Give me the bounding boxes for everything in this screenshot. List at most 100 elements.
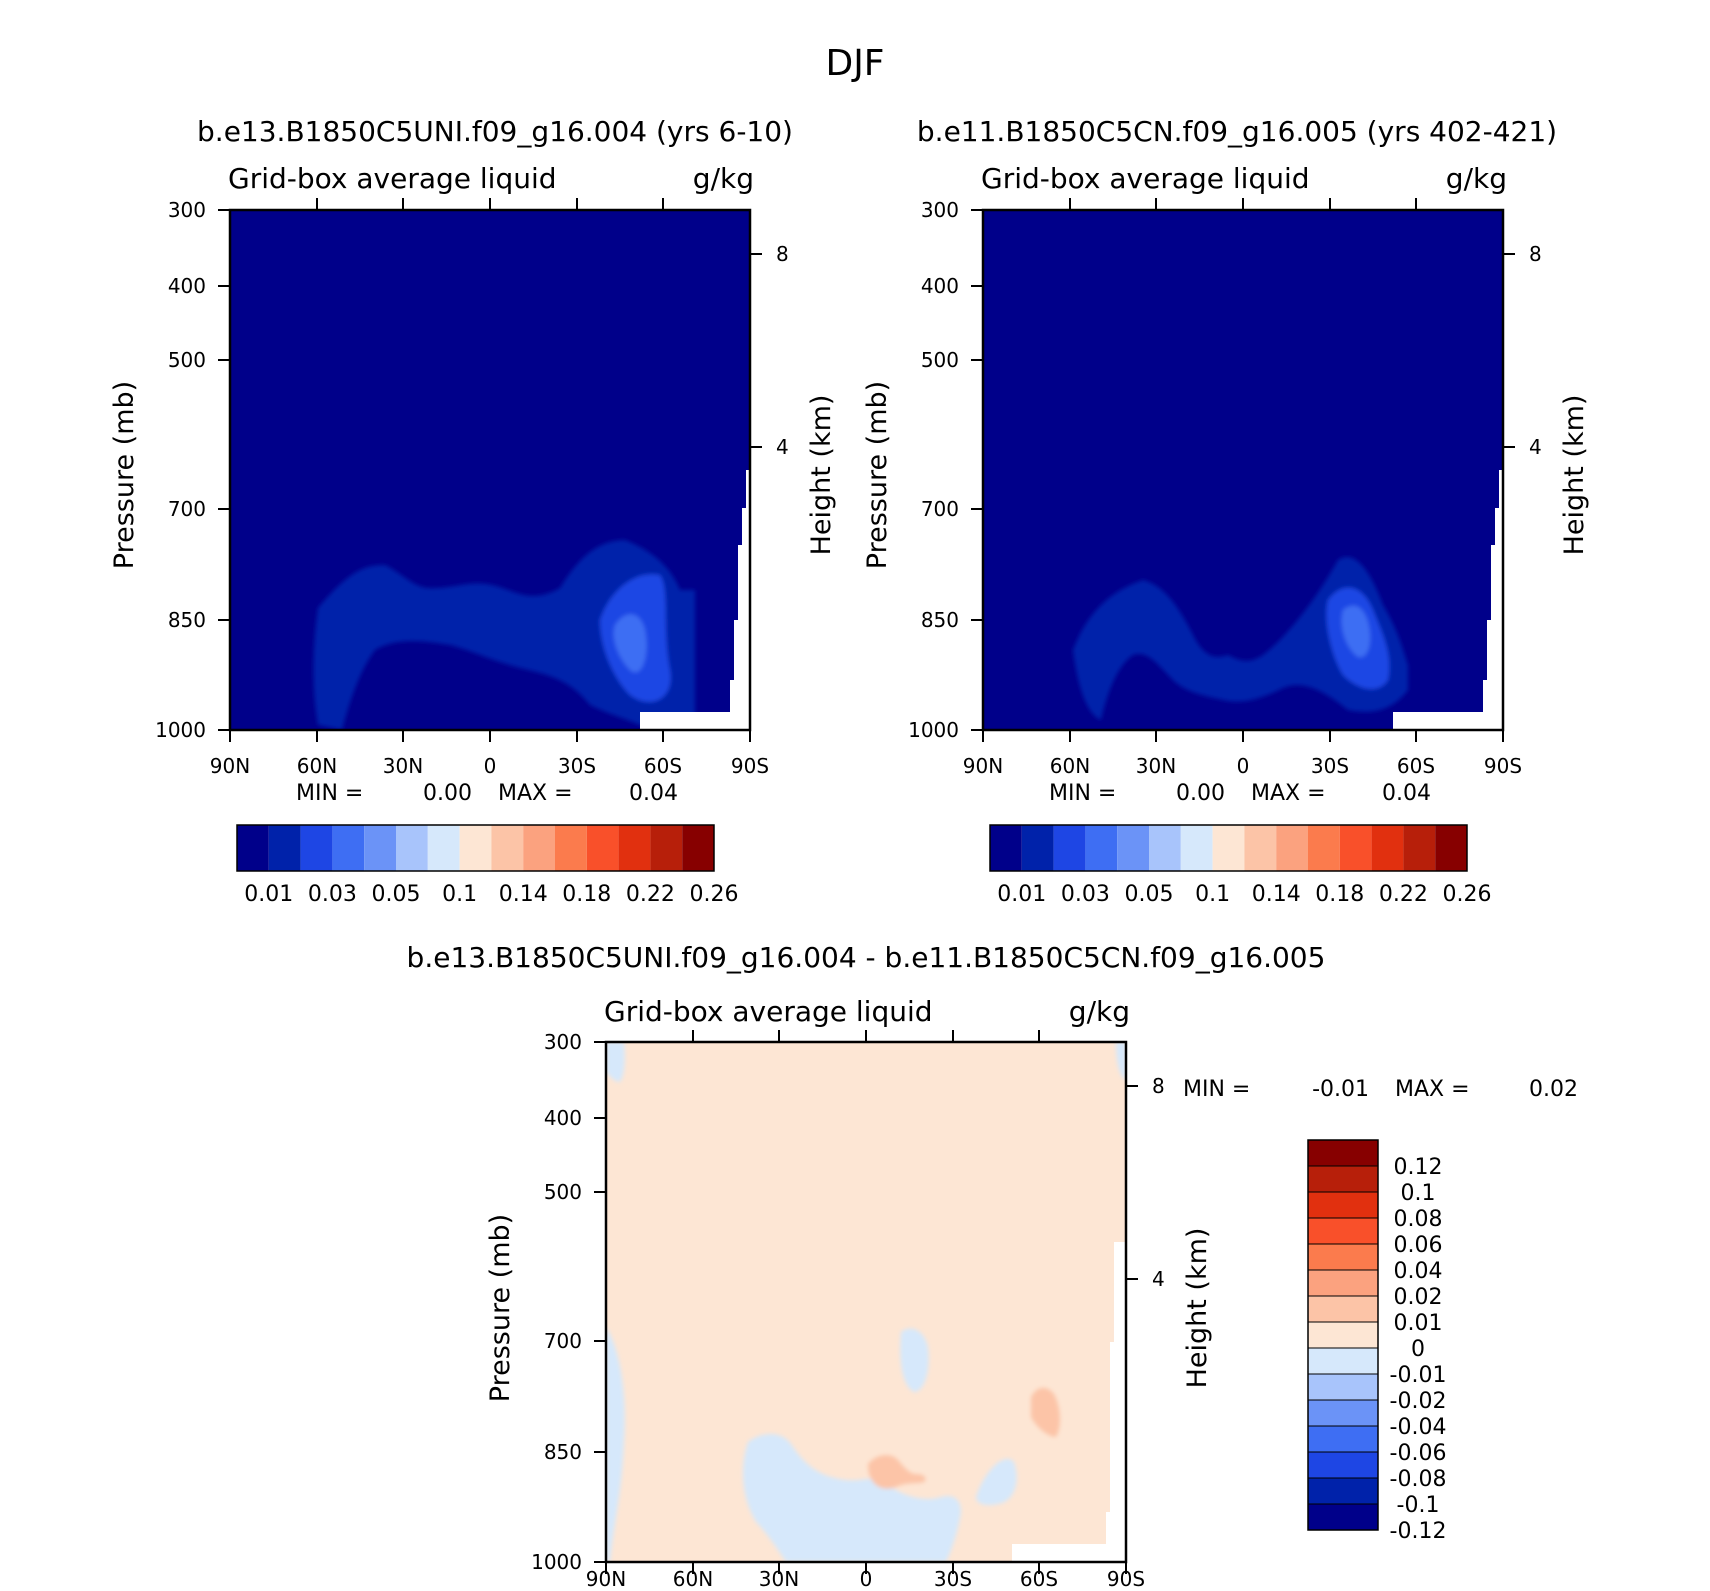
colorbar-swatch (237, 825, 269, 871)
panel-3-colorbar: 0.12 0.1 0.08 0.06 0.04 0.02 0.01 0 -0.0… (1307, 1139, 1447, 1544)
panel-3-ytick: 850 (544, 1440, 582, 1464)
panel-2-xtick: 90S (1484, 754, 1522, 778)
panel-2-colorbar-label: 0.1 (1195, 882, 1230, 907)
panel-2-xtick: 60S (1397, 754, 1435, 778)
colorbar-frame (1307, 1139, 1379, 1531)
colorbar-swatch (300, 825, 333, 871)
panel-1-height-tick: 4 (776, 435, 789, 459)
panel-3-max-value: 0.02 (1529, 1077, 1578, 1102)
panel-2-min-label: MIN = (1049, 781, 1116, 806)
panel-2-xtick: 30S (1311, 754, 1349, 778)
colorbar-swatch (1308, 1270, 1378, 1296)
panel-2-x-axis: 90N 60N 30N 0 30S 60S 90S (963, 198, 1522, 778)
panel-2-ylabel: Pressure (mb) (862, 381, 893, 569)
colorbar-swatch (682, 825, 714, 871)
panel-2-units: g/kg (1446, 162, 1507, 195)
panel-2-ytick: 500 (921, 348, 959, 372)
panel-1-xtick: 60S (644, 754, 682, 778)
panel-2-contour-0.05 (1341, 605, 1371, 658)
panel-1: b.e13.B1850C5UNI.f09_g16.004 (yrs 6-10) … (109, 115, 837, 907)
panel-3-colorbar-label: 0 (1411, 1337, 1425, 1362)
panel-1-colorbar: 0.01 0.03 0.05 0.1 0.14 0.18 0.22 0.26 (236, 824, 739, 907)
colorbar-swatch (459, 825, 492, 871)
panel-2-max-label: MAX = (1251, 781, 1326, 806)
panel-2-ytick: 300 (921, 198, 959, 222)
panel-1-missing-data (640, 470, 750, 730)
panel-3-contour-neg-mid (900, 1328, 929, 1392)
colorbar-swatch (332, 825, 365, 871)
colorbar-swatch (1308, 1426, 1378, 1452)
panel-1-colorbar-label: 0.18 (562, 882, 611, 907)
panel-2: b.e11.B1850C5CN.f09_g16.005 (yrs 402-421… (862, 115, 1590, 907)
panel-1-colorbar-label: 0.05 (372, 882, 421, 907)
panel-3-xtick: 60N (673, 1567, 713, 1591)
colorbar-swatch (1308, 1478, 1378, 1504)
panel-3-ytick: 300 (544, 1030, 582, 1054)
panel-3-max-label: MAX = (1395, 1077, 1470, 1102)
colorbar-swatch (1308, 1400, 1378, 1426)
colorbar-swatch (1403, 825, 1436, 871)
panel-1-units: g/kg (693, 162, 754, 195)
panel-1-colorbar-label: 0.14 (499, 882, 548, 907)
colorbar-swatch (1308, 1244, 1378, 1270)
colorbar-swatch (990, 825, 1022, 871)
colorbar-swatch (618, 825, 651, 871)
panel-2-colorbar-label: 0.14 (1252, 882, 1301, 907)
panel-2-max-value: 0.04 (1382, 781, 1431, 806)
colorbar-swatch (523, 825, 555, 871)
panel-3-contour-neg-top-left (606, 1042, 625, 1082)
colorbar-swatch (1244, 825, 1277, 871)
colorbar-swatch (491, 825, 524, 871)
panel-3-colorbar-label: 0.1 (1401, 1181, 1436, 1206)
panel-3-contour-neg-lower (742, 1434, 961, 1562)
panel-3-xtick: 90N (586, 1567, 626, 1591)
colorbar-swatch (1308, 1140, 1378, 1166)
colorbar-swatch (1371, 825, 1404, 871)
panel-3: b.e13.B1850C5UNI.f09_g16.004 - b.e11.B18… (407, 941, 1578, 1591)
panel-2-stats: MIN = 0.00 MAX = 0.04 (1049, 781, 1431, 806)
panel-3-colorbar-label: -0.08 (1390, 1467, 1447, 1492)
panel-2-xtick: 30N (1136, 754, 1176, 778)
colorbar-swatch (1339, 825, 1372, 871)
panel-3-colorbar-label: -0.04 (1390, 1415, 1447, 1440)
panel-3-xtick: 30S (934, 1567, 972, 1591)
panel-3-ylabel: Pressure (mb) (485, 1214, 516, 1402)
panel-2-ytick: 400 (921, 274, 959, 298)
panel-1-contour-0.01 (313, 540, 695, 730)
panel-1-colorbar-label: 0.26 (690, 882, 739, 907)
colorbar-swatch (1053, 825, 1086, 871)
colorbar-swatch (1308, 1452, 1378, 1478)
panel-1-xtick: 0 (484, 754, 497, 778)
panel-1-xtick: 90N (210, 754, 250, 778)
panel-2-min-value: 0.00 (1176, 781, 1225, 806)
panel-3-title: b.e13.B1850C5UNI.f09_g16.004 - b.e11.B18… (407, 941, 1326, 974)
panel-2-y-axis: 300 400 500 700 850 1000 Pressure (mb) (862, 198, 983, 742)
colorbar-swatch (1308, 1374, 1378, 1400)
panel-1-colorbar-label: 0.01 (244, 882, 293, 907)
panel-3-x-axis: 90N 60N 30N 0 30S 60S 90S (586, 1030, 1145, 1591)
panel-2-contour-0.01 (1073, 557, 1408, 720)
panel-2-colorbar-label: 0.05 (1125, 882, 1174, 907)
panel-3-plot-area (606, 1042, 1126, 1562)
panel-3-min-label: MIN = (1183, 1077, 1250, 1102)
panel-3-contour-pos-right (1031, 1387, 1060, 1437)
panel-3-ytick: 400 (544, 1106, 582, 1130)
colorbar-frame (236, 824, 715, 872)
panel-3-height-tick: 4 (1152, 1267, 1165, 1291)
panel-2-ytick: 850 (921, 608, 959, 632)
panel-3-colorbar-label: 0.08 (1394, 1207, 1443, 1232)
panel-1-max-label: MAX = (498, 781, 573, 806)
colorbar-swatch (1085, 825, 1118, 871)
panel-3-ylabel-right: Height (km) (1182, 1228, 1213, 1389)
panel-3-missing-data (1012, 1242, 1126, 1562)
panel-3-xtick: 90S (1107, 1567, 1145, 1591)
panel-3-contour-neg-right-blob (976, 1458, 1017, 1506)
panel-2-variable: Grid-box average liquid (981, 162, 1310, 195)
colorbar-swatch (1308, 1166, 1378, 1192)
panel-3-ytick: 500 (544, 1180, 582, 1204)
panel-1-ylabel-right: Height (km) (806, 395, 837, 556)
panel-1-ytick: 500 (168, 348, 206, 372)
colorbar-swatch (1180, 825, 1213, 871)
colorbar-frame (989, 824, 1468, 872)
panel-1-ytick: 700 (168, 497, 206, 521)
